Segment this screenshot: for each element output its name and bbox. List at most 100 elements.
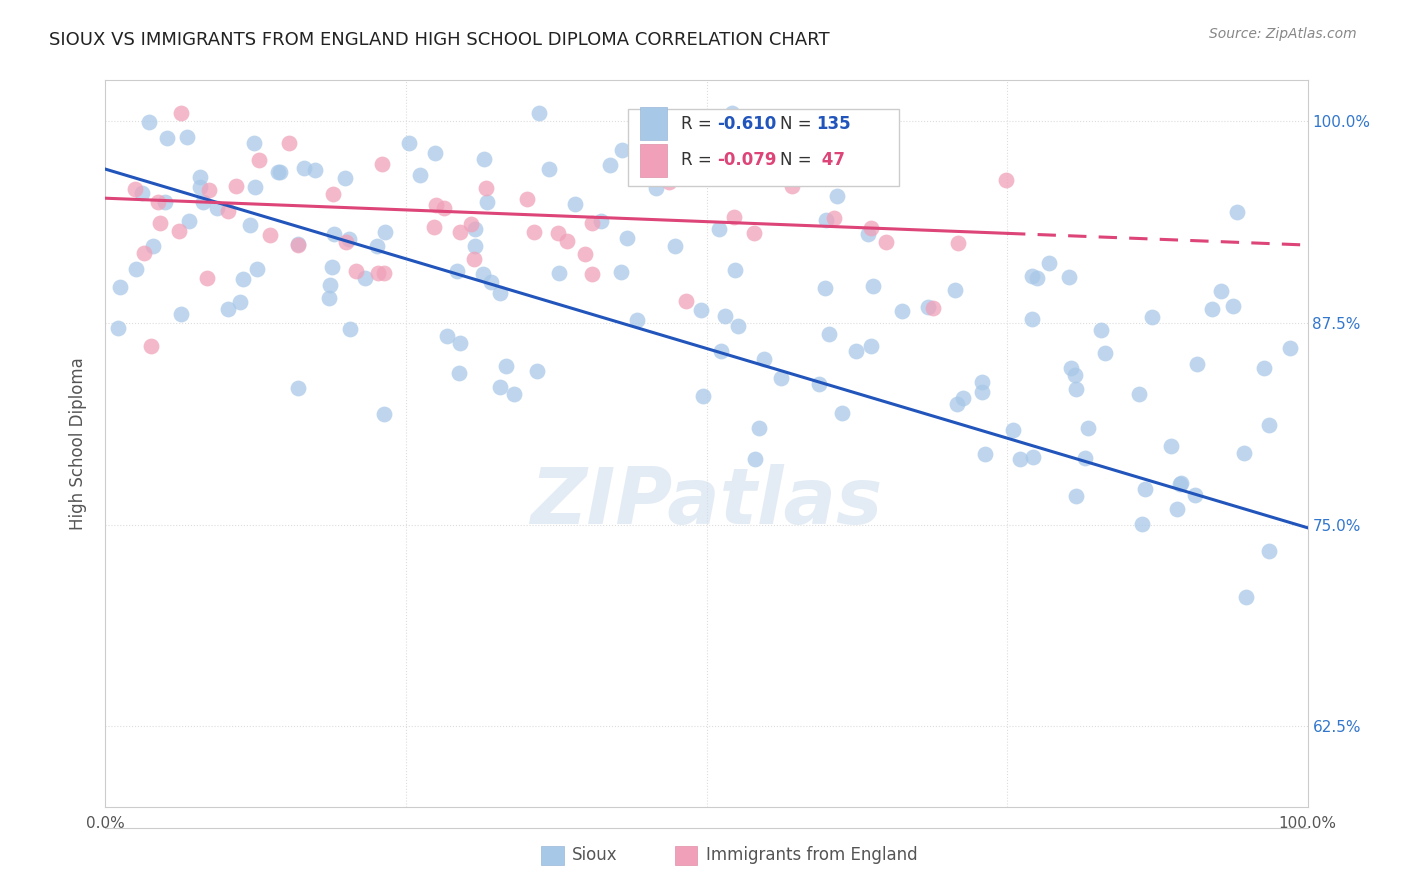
Point [1170,476,1192,491]
Text: Immigrants from England: Immigrants from England [706,847,918,864]
Point [319,278,342,293]
Point [259,228,281,243]
Point [1025,271,1047,285]
Point [146,194,169,209]
Point [616,231,638,245]
Point [1064,382,1087,396]
Point [523,225,546,239]
Text: Source: ZipAtlas.com: Source: ZipAtlas.com [1209,27,1357,41]
Point [748,421,770,435]
Point [449,335,471,350]
Point [367,266,389,280]
Point [744,452,766,467]
Point [366,239,388,253]
Point [752,351,775,366]
Point [287,238,309,252]
Point [323,227,346,241]
Point [610,143,633,157]
Point [1021,268,1043,283]
Point [974,447,997,461]
Point [374,226,396,240]
Point [422,220,444,235]
Point [239,219,262,233]
Point [860,220,883,235]
Point [488,379,510,393]
Point [322,187,344,202]
Text: R =: R = [682,114,717,133]
Point [574,246,596,260]
Point [537,162,560,177]
Point [1222,299,1244,313]
Point [131,186,153,200]
Point [287,381,309,395]
Point [860,339,883,353]
Point [946,235,969,250]
Point [780,178,803,193]
Text: N =: N = [780,114,817,133]
Point [190,180,212,194]
Point [1135,482,1157,496]
Point [1090,323,1112,337]
Point [723,210,745,224]
Point [125,262,148,277]
Point [547,226,569,240]
Point [475,195,498,210]
Point [1021,312,1043,326]
Point [321,260,343,274]
Point [398,136,420,151]
Point [943,283,966,297]
Point [714,310,737,324]
Point [198,183,221,197]
Point [292,161,315,175]
Point [446,263,468,277]
Y-axis label: High School Diploma: High School Diploma [69,358,87,530]
Point [675,294,697,309]
Text: N =: N = [780,151,817,169]
Point [626,313,648,327]
Point [1140,310,1163,325]
Point [475,181,498,195]
Point [815,212,838,227]
Point [1057,270,1080,285]
Point [425,146,447,161]
Point [644,180,666,194]
Point [1074,450,1097,465]
Point [581,268,603,282]
Point [243,179,266,194]
Point [862,279,884,293]
Text: R =: R = [682,151,717,169]
Point [463,252,485,266]
Point [610,265,633,279]
Point [972,376,994,390]
Point [141,239,163,253]
FancyBboxPatch shape [628,110,898,186]
Point [1168,477,1191,491]
Point [844,343,866,358]
Point [831,406,853,420]
Point [156,130,179,145]
Point [318,291,340,305]
Point [170,307,193,321]
Point [657,176,679,190]
Point [591,214,613,228]
Point [1258,418,1281,433]
Point [724,263,747,277]
Point [449,225,471,239]
Point [1022,450,1045,464]
Point [564,196,586,211]
Point [449,366,471,380]
Point [138,115,160,129]
Point [232,271,254,285]
Point [555,234,578,248]
Point [1184,488,1206,502]
Point [818,326,841,341]
Point [945,397,967,411]
Point [1130,516,1153,531]
Point [304,162,326,177]
Point [287,237,309,252]
Point [875,235,897,249]
Point [169,224,191,238]
Point [246,261,269,276]
Point [814,281,837,295]
Point [243,136,266,151]
